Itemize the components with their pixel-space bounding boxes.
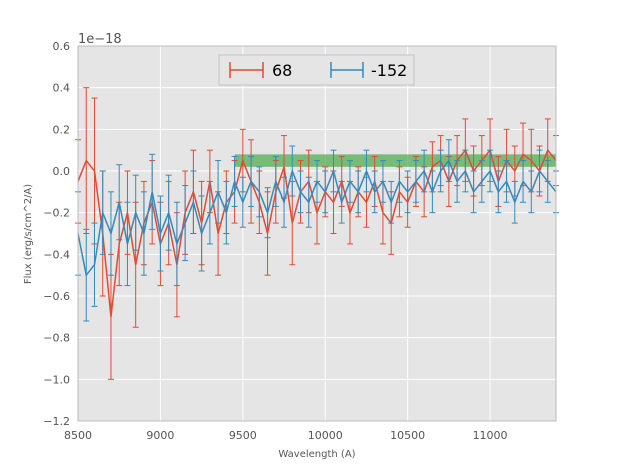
plot-frame: [77, 45, 557, 422]
x-tick-label-5: 11000: [473, 429, 508, 442]
y-offset-label: 1e−18: [78, 32, 122, 47]
y-tick-label-1: −1.0: [43, 373, 70, 386]
x-tick-label-3: 10000: [308, 429, 343, 442]
legend: 68 -152: [218, 54, 415, 86]
y-tick-label-9: 0.6: [53, 40, 71, 53]
legend-entry-68: 68: [229, 61, 292, 80]
x-tick-label-1: 9000: [146, 429, 174, 442]
y-tick-labels: −1.2 −1.0 −0.8 −0.6 −0.4 −0.2 0.0 0.2 0.4 0.6: [43, 40, 70, 428]
series-1: [75, 139, 559, 322]
grid-lines: [77, 45, 556, 422]
series-line-1: [77, 159, 557, 277]
x-axis-label: Wavelength (A): [278, 449, 355, 460]
y-tick-label-7: 0.2: [53, 123, 71, 136]
legend-label-68: 68: [272, 61, 292, 80]
legend-entry-152: -152: [330, 61, 407, 80]
x-tick-label-2: 9500: [229, 429, 257, 442]
legend-label-152: -152: [371, 61, 407, 80]
y-tick-label-5: −0.2: [43, 207, 70, 220]
series-line-0: [77, 148, 557, 317]
x-tick-labels: 8500 9000 9500 10000 10500 11000: [64, 429, 508, 442]
y-tick-label-0: −1.2: [43, 415, 70, 428]
y-tick-label-3: −0.6: [43, 290, 70, 303]
y-tick-label-8: 0.4: [53, 82, 71, 95]
y-tick-label-2: −0.8: [43, 332, 70, 345]
x-tick-label-0: 8500: [64, 429, 92, 442]
y-tick-label-6: 0.0: [53, 165, 71, 178]
band-layer: [234, 154, 556, 167]
y-axis-label: Flux (erg/s/cm^2/A): [23, 184, 34, 284]
series-layer: [75, 87, 559, 380]
x-tick-label-4: 10500: [390, 429, 425, 442]
y-tick-label-4: −0.4: [43, 248, 70, 261]
green-band: [234, 154, 556, 167]
